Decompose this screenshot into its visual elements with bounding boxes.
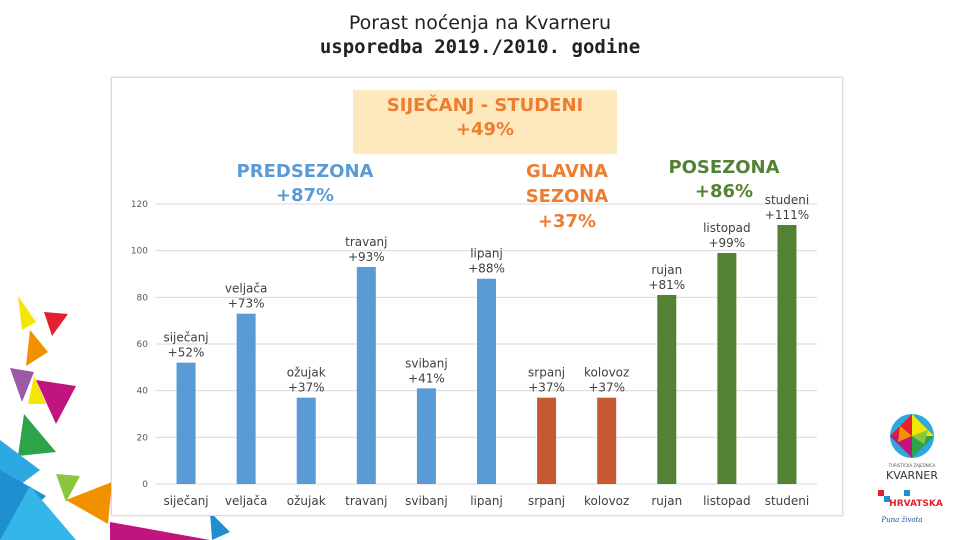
x-tick-label: travanj — [345, 494, 387, 508]
slide-title: Porast noćenja na Kvarneru — [348, 12, 612, 34]
x-tick-label: siječanj — [163, 494, 208, 508]
main-annotation-line: +37% — [538, 211, 596, 232]
logo-small-text: TURISTIČKA ZAJEDNICA — [888, 463, 936, 468]
slide-header: Porast noćenja na Kvarneru usporedba 201… — [0, 12, 960, 59]
bar-label-month: ožujak — [287, 366, 326, 380]
bar-label-percent: +37% — [288, 381, 325, 395]
bar-label-percent: +93% — [348, 250, 385, 264]
x-tick-label: veljača — [225, 494, 267, 508]
bar — [777, 225, 797, 484]
bar-label-month: lipanj — [470, 247, 503, 261]
bar-label-month: srpanj — [528, 366, 565, 380]
main-annotation-line: SEZONA — [526, 186, 609, 207]
x-tick-label: svibanj — [405, 494, 448, 508]
croatia-logo-icon — [878, 490, 910, 502]
slide-subtitle: usporedba 2019./2010. godine — [319, 36, 641, 58]
x-tick-label: ožujak — [287, 494, 326, 508]
bar-label-percent: +99% — [708, 236, 745, 250]
total-annotation-line: +49% — [456, 119, 514, 140]
bar-label-percent: +81% — [648, 278, 685, 292]
bar-label-month: veljača — [225, 282, 267, 296]
bar — [356, 267, 376, 484]
x-tick-label: rujan — [651, 494, 682, 508]
bar-label-percent: +52% — [168, 346, 205, 360]
bar-label-month: studeni — [765, 193, 810, 207]
bar — [657, 295, 677, 484]
y-tick-label: 60 — [137, 340, 149, 350]
total-annotation-background — [353, 90, 617, 154]
x-tick-label: kolovoz — [584, 494, 629, 508]
bar-label-percent: +41% — [408, 371, 445, 385]
logo-text: KVARNER — [886, 469, 938, 482]
bar-label-month: kolovoz — [584, 366, 629, 380]
bar-label-month: svibanj — [405, 356, 448, 370]
bar — [416, 388, 436, 484]
y-tick-label: 80 — [137, 293, 149, 303]
bar-label-percent: +37% — [528, 381, 565, 395]
bar-chart: 020406080100120siječanj+52%siječanjvelja… — [131, 90, 817, 508]
y-tick-label: 100 — [131, 247, 148, 257]
bar-label-month: travanj — [345, 235, 387, 249]
x-tick-label: srpanj — [528, 494, 565, 508]
pre-annotation-line: +87% — [276, 185, 334, 206]
bar-label-percent: +111% — [765, 208, 809, 222]
bar — [537, 397, 557, 484]
country-text: HRVATSKA — [889, 499, 943, 509]
kvarner-logo-icon — [890, 414, 934, 458]
bar — [477, 278, 496, 484]
y-tick-label: 0 — [142, 480, 148, 490]
pre-annotation-line: PREDSEZONA — [237, 161, 374, 182]
y-tick-label: 40 — [137, 387, 149, 397]
total-annotation-line: SIJEČANJ - STUDENI — [387, 94, 583, 116]
bar-label-percent: +37% — [588, 381, 625, 395]
x-tick-label: lipanj — [470, 494, 503, 508]
bar-label-month: siječanj — [163, 331, 208, 345]
brand-logos: TURISTIČKA ZAJEDNICA KVARNER HRVATSKA Pu… — [878, 414, 943, 524]
bar — [236, 313, 256, 484]
bar-label-month: rujan — [651, 263, 682, 277]
bar-label-month: listopad — [703, 221, 751, 235]
chart-frame: 0 20 40 60 80 100 120 siječanj +52% siječanj velja… — [111, 77, 843, 516]
post-annotation-line: POSEZONA — [668, 157, 779, 178]
main-annotation-line: GLAVNA — [526, 161, 608, 182]
bar — [597, 397, 617, 484]
x-tick-label: studeni — [765, 494, 810, 508]
y-tick-label: 20 — [137, 433, 149, 443]
bar — [296, 397, 316, 484]
post-annotation-line: +86% — [695, 181, 753, 202]
bar — [176, 362, 196, 484]
x-tick-label: listopad — [703, 494, 751, 508]
bar-label-percent: +88% — [468, 262, 505, 276]
bar — [717, 253, 737, 484]
y-tick-label: 120 — [131, 200, 148, 210]
bar-label-percent: +73% — [228, 297, 265, 311]
slogan-text: Puna života — [880, 516, 922, 524]
